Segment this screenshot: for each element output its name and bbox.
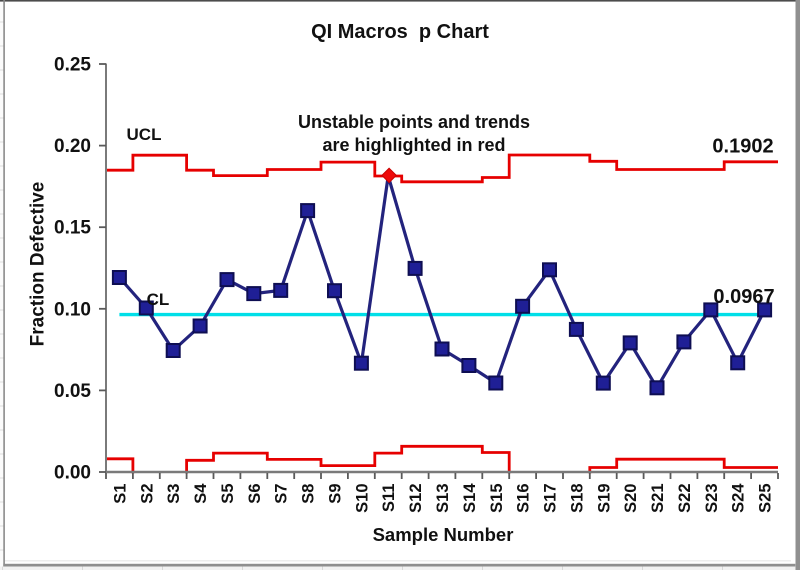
svg-text:are highlighted in red: are highlighted in red	[322, 135, 505, 155]
svg-text:S4: S4	[192, 483, 210, 504]
svg-text:S1: S1	[111, 484, 129, 504]
svg-text:0.20: 0.20	[54, 136, 91, 157]
svg-text:S16: S16	[515, 484, 533, 513]
svg-text:S11: S11	[380, 484, 398, 512]
svg-text:S2: S2	[138, 484, 156, 504]
svg-text:S3: S3	[165, 484, 183, 504]
svg-text:S17: S17	[542, 484, 560, 513]
svg-text:0.00: 0.00	[54, 463, 91, 484]
svg-text:S14: S14	[461, 483, 479, 513]
svg-text:0.0967: 0.0967	[713, 286, 774, 308]
svg-text:Sample Number: Sample Number	[373, 524, 514, 545]
svg-text:CL: CL	[147, 290, 170, 309]
svg-text:Fraction Defective: Fraction Defective	[28, 182, 49, 347]
svg-text:QI Macros p Chart: QI Macros p Chart	[311, 21, 489, 43]
svg-text:S21: S21	[649, 484, 667, 513]
svg-text:S7: S7	[273, 484, 291, 504]
svg-text:0.15: 0.15	[54, 218, 91, 239]
svg-text:S24: S24	[730, 483, 748, 513]
svg-text:S20: S20	[622, 484, 640, 513]
svg-text:S19: S19	[595, 484, 613, 513]
svg-text:S18: S18	[568, 484, 586, 513]
svg-text:S25: S25	[757, 484, 775, 513]
svg-text:0.25: 0.25	[54, 55, 91, 76]
svg-text:0.05: 0.05	[54, 381, 91, 402]
svg-text:S5: S5	[219, 484, 237, 504]
svg-text:S6: S6	[246, 484, 264, 504]
svg-text:0.10: 0.10	[54, 299, 91, 320]
svg-text:UCL: UCL	[127, 125, 162, 144]
svg-text:S12: S12	[407, 484, 425, 513]
svg-text:S15: S15	[488, 484, 506, 513]
svg-text:S8: S8	[300, 484, 318, 504]
svg-text:S22: S22	[676, 484, 694, 513]
svg-text:S13: S13	[434, 484, 452, 513]
svg-text:S9: S9	[327, 484, 345, 504]
svg-text:S10: S10	[353, 484, 371, 513]
svg-text:Unstable points and trends: Unstable points and trends	[298, 112, 530, 132]
svg-text:S23: S23	[703, 484, 721, 513]
svg-text:0.1902: 0.1902	[712, 136, 773, 158]
